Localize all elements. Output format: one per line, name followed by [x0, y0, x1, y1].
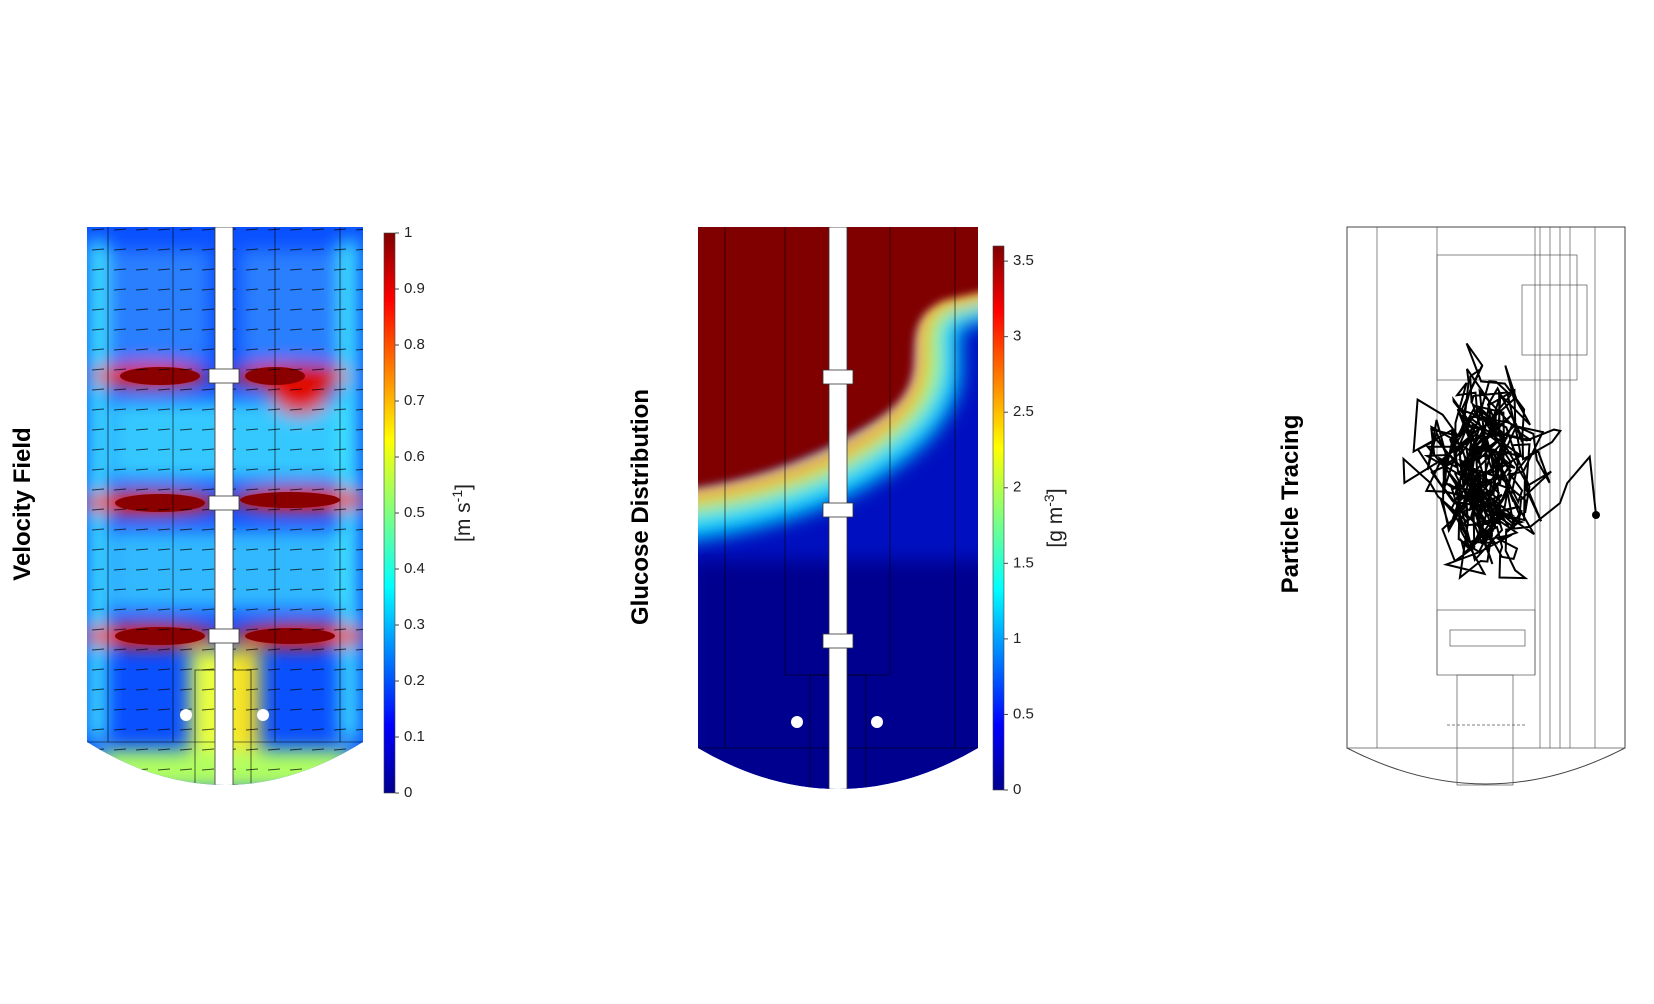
colorbar-tick-label: 0.5: [1013, 705, 1034, 722]
colorbar-tick-label: 0.5: [404, 504, 425, 521]
colorbar-tick-label: 1: [404, 224, 412, 241]
panel-title: Particle Tracing: [1277, 415, 1304, 594]
panel-title: Velocity Field: [9, 427, 36, 580]
colorbar-tick-label: 0.3: [404, 616, 425, 633]
colorbar-tick-label: 2: [1013, 479, 1021, 496]
label-text: [m s: [452, 502, 475, 542]
label-end: ]: [452, 484, 475, 490]
colorbar-tick-label: 0.9: [404, 280, 425, 297]
colorbar-tick-label: 0.8: [404, 336, 425, 353]
colorbar-tick-label: 0.7: [404, 392, 425, 409]
colorbar-label: [g m-3]: [1041, 488, 1067, 547]
colorbar-tick-label: 3.5: [1013, 252, 1034, 269]
velocity-field: [87, 227, 363, 785]
colorbar-tick-label: 3: [1013, 328, 1021, 345]
colorbar-tick-label: 1.5: [1013, 554, 1034, 571]
colorbar-tick-label: 0.1: [404, 728, 425, 745]
label-exponent: -1: [449, 490, 465, 503]
labels: Velocity Field 0 0.1 0.2 0.3 0.4 0.5 0.6 0.7 0.8 0…: [9, 224, 1304, 801]
label-text: [g m: [1044, 507, 1067, 548]
colorbar: [992, 245, 1005, 791]
colorbar-tick-label: 1: [1013, 630, 1021, 647]
colorbar-tick-label: 0: [404, 784, 412, 801]
colorbar: [383, 232, 396, 794]
particle-tracing: [1346, 226, 1626, 786]
label-exponent: -3: [1041, 494, 1057, 507]
colorbar-tick-label: 0.2: [404, 672, 425, 689]
colorbar-tick-label: 0.4: [404, 560, 425, 577]
colorbar-tick-label: 2.5: [1013, 403, 1034, 420]
colorbar-tick-label: 0.6: [404, 448, 425, 465]
panel-title: Glucose Distribution: [627, 389, 654, 625]
glucose-distribution: [698, 227, 978, 789]
colorbar-tick-label: 0: [1013, 781, 1021, 798]
label-end: ]: [1044, 488, 1067, 494]
colorbar-label: [m s-1]: [449, 484, 475, 542]
